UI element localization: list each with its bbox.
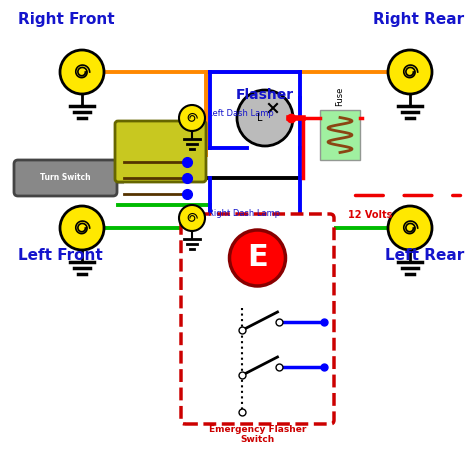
Circle shape [237,90,293,146]
Circle shape [229,230,285,286]
Text: 12 Volts: 12 Volts [348,210,392,220]
Text: Left Front: Left Front [18,248,103,263]
Text: Right Dash Lamp: Right Dash Lamp [208,209,280,218]
Text: Left Dash Lamp: Left Dash Lamp [208,110,274,119]
Text: Fuse: Fuse [336,87,345,106]
Text: Emergency Flasher
Switch: Emergency Flasher Switch [209,425,306,444]
Circle shape [60,206,104,250]
Text: Flasher: Flasher [236,88,294,102]
Text: L: L [257,113,263,123]
Text: Left Rear: Left Rear [385,248,464,263]
Circle shape [388,206,432,250]
FancyBboxPatch shape [115,121,206,182]
Circle shape [179,105,205,131]
Text: Turn Switch: Turn Switch [40,173,91,183]
FancyBboxPatch shape [181,214,334,424]
Text: Right Rear: Right Rear [373,12,464,27]
Text: Right Front: Right Front [18,12,115,27]
Text: E: E [247,244,268,273]
Circle shape [388,50,432,94]
Circle shape [60,50,104,94]
FancyBboxPatch shape [14,160,117,196]
Circle shape [179,205,205,231]
Bar [320,110,360,160]
